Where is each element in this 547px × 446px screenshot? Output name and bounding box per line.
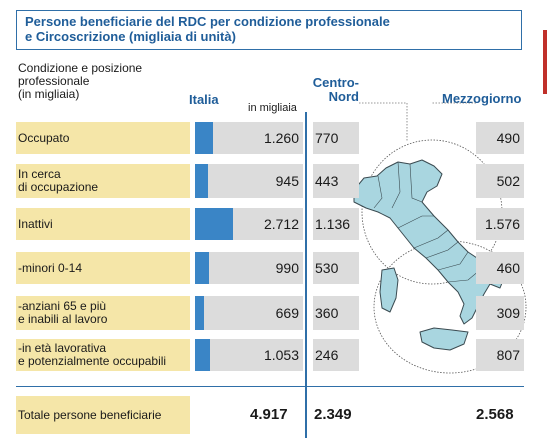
sardinia xyxy=(379,267,399,313)
mezzogiorno-value-5: 807 xyxy=(496,347,520,363)
italia-cell-4 xyxy=(195,296,303,330)
mezzogiorno-cell-4 xyxy=(476,296,524,330)
centro-nord-value-1: 443 xyxy=(315,173,339,189)
row-label-header: Condizione e posizione professionale (in… xyxy=(18,61,143,101)
italia-cell-3 xyxy=(195,252,303,284)
italia-value-1: 945 xyxy=(275,173,299,189)
italia-bar-0 xyxy=(195,122,213,154)
row-label-text: -in età lavorativa e potenzialmente occu… xyxy=(18,341,167,368)
italia-bar-1 xyxy=(195,164,209,198)
italia-divider xyxy=(305,112,307,438)
mezzogiorno-value-1: 502 xyxy=(496,173,520,189)
mezzogiorno-value-4: 309 xyxy=(496,305,520,321)
sicily xyxy=(419,327,469,351)
total-mezzogiorno-value: 2.568 xyxy=(476,406,514,423)
italia-value-2: 2.712 xyxy=(263,216,299,232)
total-centro-nord-value: 2.349 xyxy=(314,406,352,423)
italia-value-4: 669 xyxy=(275,305,299,321)
row-label-text: In cerca di occupazione xyxy=(18,167,99,194)
row-label-2: Inattivi xyxy=(16,208,190,240)
row-label-0: Occupato xyxy=(16,122,190,154)
centro-nord-header: Centro- Nord xyxy=(312,75,359,104)
mezzogiorno-value-2: 1.576 xyxy=(484,216,520,232)
chart-frame: Persone beneficiarie del RDC per condizi… xyxy=(2,2,547,440)
centro-nord-value-5: 246 xyxy=(315,347,339,363)
centro-nord-value-4: 360 xyxy=(315,305,339,321)
centro-nord-value-0: 770 xyxy=(315,130,339,146)
italia-value-0: 1.260 xyxy=(263,130,299,146)
italia-bar-4 xyxy=(195,296,205,330)
mezzogiorno-value-0: 490 xyxy=(496,130,520,146)
centro-nord-cell-4 xyxy=(313,296,359,330)
row-label-3: -minori 0-14 xyxy=(16,252,190,284)
unit-label: in migliaia xyxy=(248,102,297,114)
row-label-text: Inattivi xyxy=(18,216,53,231)
row-label-text: -minori 0-14 xyxy=(18,260,83,275)
centro-nord-cell-2 xyxy=(313,208,359,240)
italia-cell-1 xyxy=(195,164,303,198)
mezzogiorno-header: Mezzogiorno xyxy=(442,91,522,106)
mezzogiorno-value-3: 460 xyxy=(496,260,520,276)
centro-nord-value-2: 1.136 xyxy=(315,216,351,232)
row-label-text: -anziani 65 e più e inabili al lavoro xyxy=(18,299,108,326)
italia-bar-3 xyxy=(195,252,209,284)
mezzogiorno-cell-1 xyxy=(476,164,524,198)
row-label-4: -anziani 65 e più e inabili al lavoro xyxy=(16,296,190,330)
centro-nord-cell-5 xyxy=(313,339,359,371)
mezzogiorno-cell-2 xyxy=(476,208,524,240)
centro-nord-value-3: 530 xyxy=(315,260,339,276)
total-italia-value: 4.917 xyxy=(250,406,288,423)
region-borders xyxy=(373,161,481,283)
mezzogiorno-cell-3 xyxy=(476,252,524,284)
italia-cell-0 xyxy=(195,122,303,154)
total-label: Totale persone beneficiarie xyxy=(16,396,190,434)
row-label-5: -in età lavorativa e potenzialmente occu… xyxy=(16,339,190,371)
page-edge-accent xyxy=(543,30,547,94)
centro-nord-cell-0 xyxy=(313,122,359,154)
centro-nord-cell-3 xyxy=(313,252,359,284)
row-label-1: In cerca di occupazione xyxy=(16,164,190,198)
italia-value-3: 990 xyxy=(275,260,299,276)
italia-bar-2 xyxy=(195,208,233,240)
mezzogiorno-cell-0 xyxy=(476,122,524,154)
centro-nord-cell-1 xyxy=(313,164,359,198)
total-separator xyxy=(16,386,524,387)
centro-nord-leader-line xyxy=(359,102,408,142)
chart-title: Persone beneficiarie del RDC per condizi… xyxy=(16,10,522,50)
row-label-text: Occupato xyxy=(18,130,70,145)
chart-title-line-2: e Circoscrizione (migliaia di unità) xyxy=(25,29,236,44)
italia-value-5: 1.053 xyxy=(263,347,299,363)
italia-cell-5 xyxy=(195,339,303,371)
chart-title-line-1: Persone beneficiarie del RDC per condizi… xyxy=(25,14,390,29)
italia-bar-5 xyxy=(195,339,210,371)
mezzogiorno-cell-5 xyxy=(476,339,524,371)
italia-header: Italia xyxy=(189,92,219,107)
